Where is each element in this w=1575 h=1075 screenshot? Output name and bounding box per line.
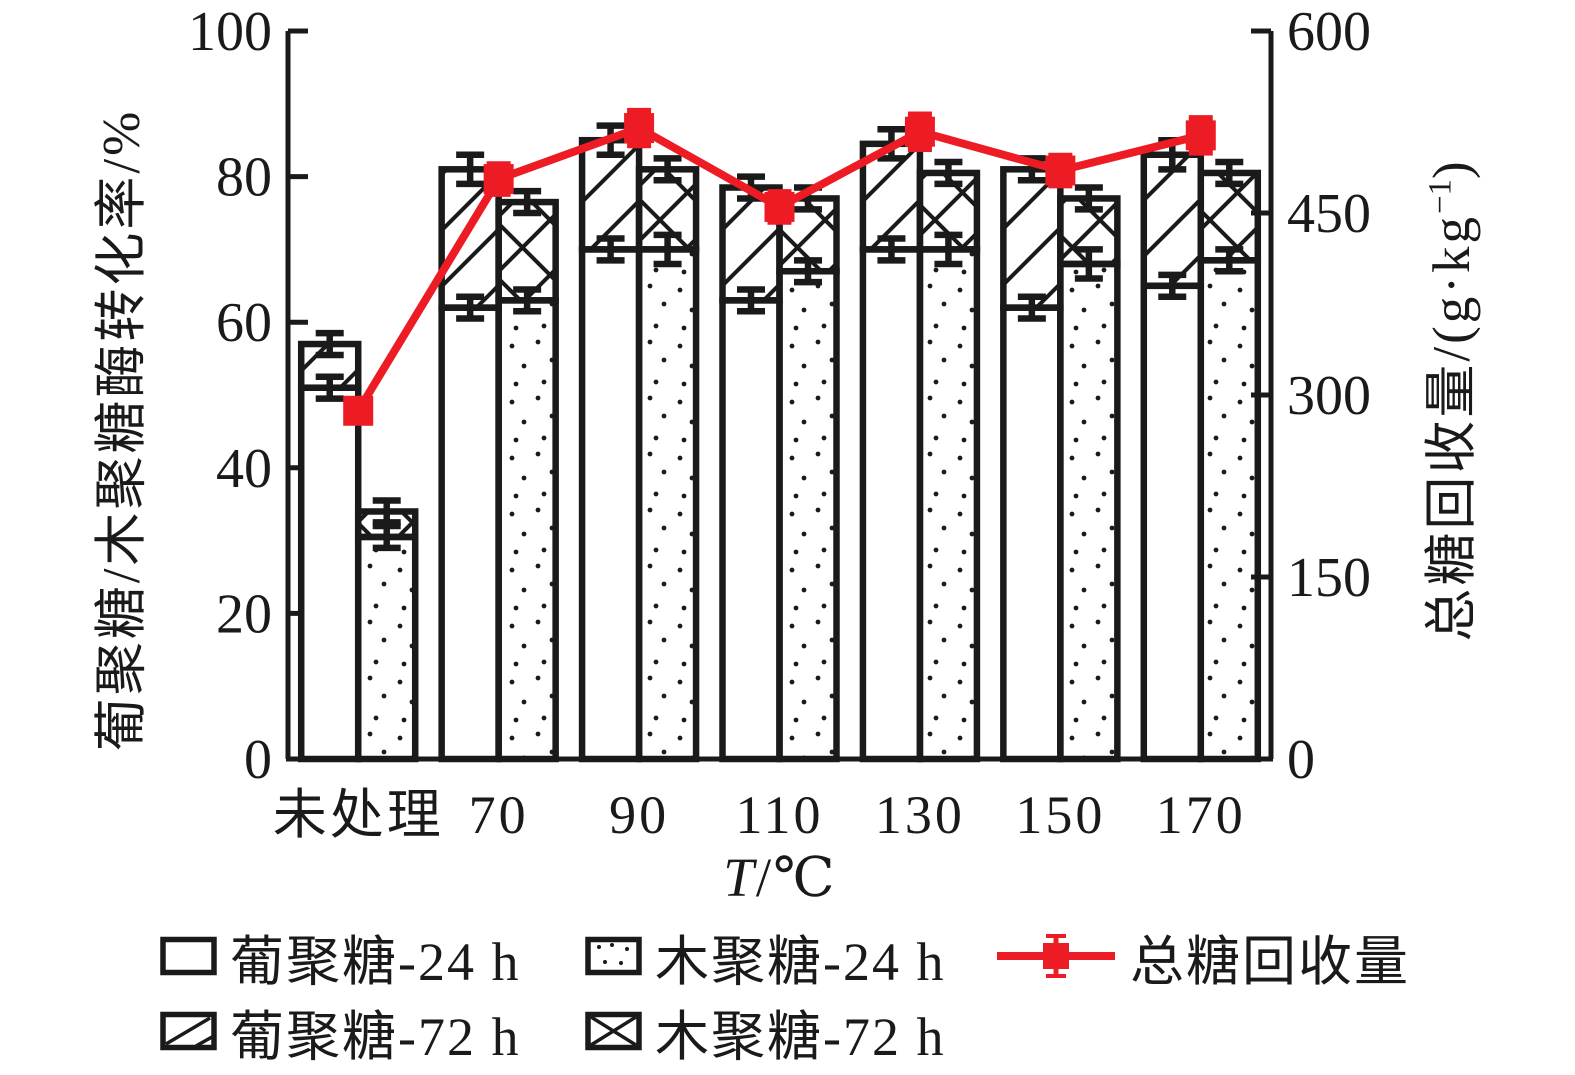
x-axis-category-label: 90 xyxy=(609,785,669,845)
bar-group-170 xyxy=(1140,136,1262,763)
xylan_24h-bar xyxy=(1057,260,1121,763)
x-axis-variable: T xyxy=(723,847,756,908)
glucan_72h-bar xyxy=(1000,166,1064,311)
right-axis-tick-label: 600 xyxy=(1287,1,1371,63)
bar-group-110 xyxy=(719,173,840,763)
legend-item-total-sugar: 总糖回收量 xyxy=(995,925,1410,992)
legend-label: 木聚糖-72 h xyxy=(655,1006,946,1067)
right-axis-title-superscript: −1 xyxy=(1422,179,1459,215)
x-axis-category-label: 70 xyxy=(469,785,529,845)
left-axis-tick-label: 60 xyxy=(216,292,272,354)
legend-swatch-cross-icon xyxy=(585,1011,642,1051)
left-axis-tick-label: 40 xyxy=(216,438,272,500)
glucan_24h-bar xyxy=(578,246,643,763)
right-axis-tick-label: 0 xyxy=(1287,729,1315,791)
left-axis-tick-label: 20 xyxy=(216,583,272,645)
legend-swatch-plain-icon xyxy=(160,936,217,976)
bar-group-70 xyxy=(438,151,559,763)
x-axis-category-label: 110 xyxy=(736,785,824,845)
glucan_24h-bar xyxy=(859,246,924,763)
xylan_24h-bar xyxy=(495,297,559,763)
legend-label: 总糖回收量 xyxy=(1130,931,1410,992)
legend-item-glucan-72h: 葡聚糖-72 h xyxy=(160,1000,520,1067)
glucan_24h-bar xyxy=(297,384,362,763)
glucan_24h-bar xyxy=(1140,282,1205,763)
xylan_24h-bar xyxy=(916,246,981,763)
legend-item-xylan-24h: 木聚糖-24 h xyxy=(585,925,945,992)
total-sugar-marker xyxy=(1045,155,1076,186)
legend-swatch-line-icon xyxy=(997,934,1115,978)
right-axis-tick-label: 150 xyxy=(1287,547,1371,609)
glucan_72h-bar xyxy=(1140,151,1205,290)
bar-group-未处理 xyxy=(297,329,419,763)
total-sugar-marker xyxy=(624,113,655,144)
x-axis-title: T/℃ xyxy=(723,845,836,909)
left-axis-title: 葡聚糖/木聚糖酶转化率/% xyxy=(93,108,151,752)
total-sugar-marker xyxy=(483,164,514,195)
total-sugar-marker xyxy=(1185,120,1216,151)
total-sugar-marker xyxy=(343,395,374,426)
total-sugar-marker xyxy=(764,191,795,222)
right-axis-tick-label: 450 xyxy=(1287,183,1371,245)
xylan_24h-bar xyxy=(635,246,700,763)
right-axis-tick-label: 300 xyxy=(1287,365,1371,427)
bar-group-130 xyxy=(859,126,981,763)
total-sugar-marker xyxy=(904,116,935,147)
x-axis-unit: /℃ xyxy=(755,847,837,908)
x-axis-category-label: 150 xyxy=(1015,785,1105,845)
left-axis-tick-label: 80 xyxy=(216,147,272,209)
right-axis-title-close: ) xyxy=(1423,158,1481,180)
bar-group-150 xyxy=(1000,155,1121,763)
legend-item-glucan-24h: 葡聚糖-24 h xyxy=(160,925,520,992)
right-axis-title-text: 总糖回收量/(g·kg xyxy=(1423,214,1481,642)
bar-group-90 xyxy=(578,122,700,763)
glucan_24h-bar xyxy=(1000,304,1064,763)
xylan_24h-bar xyxy=(354,533,419,763)
xylan_72h-bar xyxy=(495,198,559,304)
legend-label: 木聚糖-24 h xyxy=(655,931,946,992)
legend-label: 葡聚糖-72 h xyxy=(230,1006,521,1067)
total-sugar-line-series xyxy=(343,107,1216,426)
xylan_24h-bar xyxy=(776,267,840,763)
legend-item-xylan-72h: 木聚糖-72 h xyxy=(585,1000,945,1067)
legend-swatch-dots-icon xyxy=(585,936,642,976)
x-axis-category-label: 130 xyxy=(875,785,965,845)
legend-label: 葡聚糖-24 h xyxy=(230,931,521,992)
x-axis-category-label: 170 xyxy=(1156,785,1246,845)
x-axis-category-label: 未处理 xyxy=(273,785,444,845)
left-axis-tick-label: 100 xyxy=(188,1,272,63)
legend-swatch-diagonal-icon xyxy=(160,1011,217,1051)
right-axis-title: 总糖回收量/(g·kg−1) xyxy=(1409,158,1485,641)
glucan_24h-bar xyxy=(719,297,783,763)
xylan_24h-bar xyxy=(1197,257,1262,763)
left-axis-tick-label: 0 xyxy=(244,729,272,791)
glucan_24h-bar xyxy=(438,304,502,763)
